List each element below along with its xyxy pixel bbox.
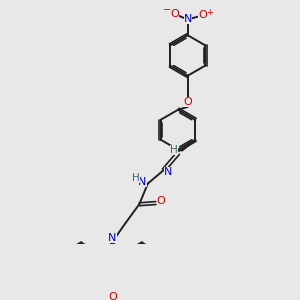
- Text: N: N: [108, 233, 117, 243]
- Text: −: −: [164, 5, 172, 15]
- Text: N: N: [164, 167, 173, 177]
- Text: H: H: [170, 145, 178, 155]
- Text: +: +: [206, 8, 213, 16]
- Text: O: O: [183, 98, 192, 107]
- Text: N: N: [184, 14, 192, 24]
- Text: O: O: [199, 10, 207, 20]
- Text: H: H: [132, 173, 140, 183]
- Text: N: N: [138, 177, 147, 187]
- Text: O: O: [170, 9, 179, 19]
- Text: O: O: [157, 196, 166, 206]
- Text: O: O: [108, 292, 117, 300]
